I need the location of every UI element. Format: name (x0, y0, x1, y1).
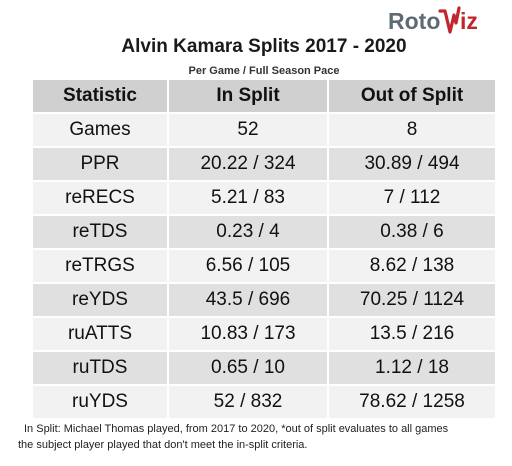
out-of-split-cell: 70.25 / 1124 (328, 283, 495, 318)
in-split-cell: 52 (168, 113, 329, 148)
statistic-cell: Games (33, 113, 169, 148)
statistic-cell: reTRGS (33, 249, 169, 284)
statistic-cell: reRECS (33, 181, 169, 216)
statistic-cell: ruYDS (33, 385, 169, 420)
out-of-split-cell: 78.62 / 1258 (328, 385, 495, 420)
in-split-cell: 6.56 / 105 (168, 249, 329, 284)
table-row: ruATTS 10.83 / 173 13.5 / 216 (33, 317, 495, 352)
rotoviz-logo: Roto iz (388, 6, 492, 34)
in-split-cell: 0.65 / 10 (168, 351, 329, 386)
in-split-cell: 10.83 / 173 (168, 317, 329, 352)
footnote-line-2: the subject player played that don't mee… (18, 439, 308, 451)
footnote-line-1: In Split: Michael Thomas played, from 20… (24, 423, 449, 435)
in-split-cell: 5.21 / 83 (168, 181, 329, 216)
table-row: reTDS 0.23 / 4 0.38 / 6 (33, 215, 495, 250)
statistic-cell: ruATTS (33, 317, 169, 352)
table-header-row: Statistic In Split Out of Split (33, 80, 495, 114)
column-header-statistic: Statistic (33, 80, 169, 114)
in-split-cell: 0.23 / 4 (168, 215, 329, 250)
svg-text:iz: iz (460, 8, 478, 34)
out-of-split-cell: 30.89 / 494 (328, 147, 495, 182)
svg-text:Roto: Roto (388, 8, 440, 34)
statistic-cell: PPR (33, 147, 169, 182)
statistic-cell: ruTDS (33, 351, 169, 386)
in-split-cell: 43.5 / 696 (168, 283, 329, 318)
page-title: Alvin Kamara Splits 2017 - 2020 (121, 36, 407, 57)
column-header-out-of-split: Out of Split (328, 80, 495, 114)
footnote: In Split: Michael Thomas played, from 20… (18, 421, 508, 453)
table-row: ruYDS 52 / 832 78.62 / 1258 (33, 385, 495, 420)
out-of-split-cell: 13.5 / 216 (328, 317, 495, 352)
out-of-split-cell: 7 / 112 (328, 181, 495, 216)
page-subtitle: Per Game / Full Season Pace (188, 65, 340, 77)
column-header-in-split: In Split (168, 80, 329, 114)
table-row: PPR 20.22 / 324 30.89 / 494 (33, 147, 495, 182)
in-split-cell: 20.22 / 324 (168, 147, 329, 182)
in-split-cell: 52 / 832 (168, 385, 329, 420)
out-of-split-cell: 1.12 / 18 (328, 351, 495, 386)
out-of-split-cell: 8 (328, 113, 495, 148)
table-row: Games 52 8 (33, 113, 495, 148)
statistic-cell: reYDS (33, 283, 169, 318)
out-of-split-cell: 0.38 / 6 (328, 215, 495, 250)
table-row: reRECS 5.21 / 83 7 / 112 (33, 181, 495, 216)
statistic-cell: reTDS (33, 215, 169, 250)
table-row: ruTDS 0.65 / 10 1.12 / 18 (33, 351, 495, 386)
rotoviz-logo-mark: Roto iz (388, 6, 478, 34)
splits-table: Statistic In Split Out of Split Games 52… (33, 80, 495, 420)
table-row: reYDS 43.5 / 696 70.25 / 1124 (33, 283, 495, 318)
out-of-split-cell: 8.62 / 138 (328, 249, 495, 284)
table-row: reTRGS 6.56 / 105 8.62 / 138 (33, 249, 495, 284)
